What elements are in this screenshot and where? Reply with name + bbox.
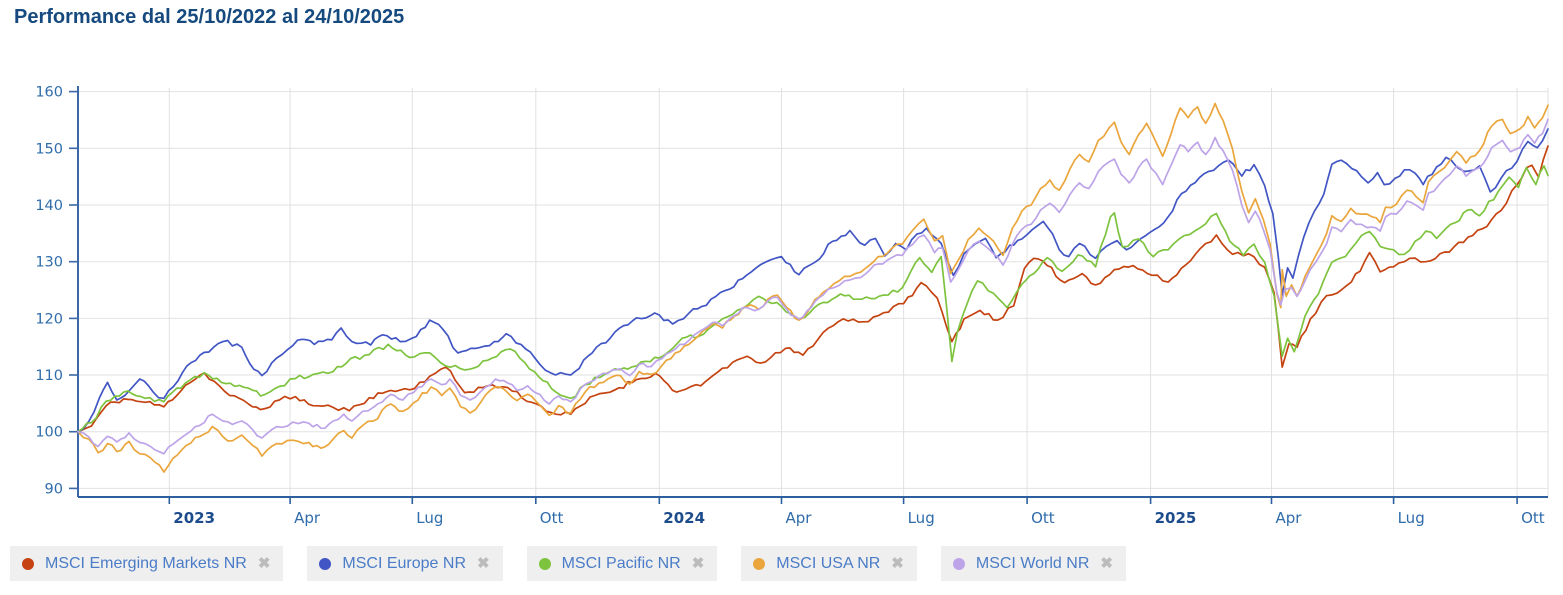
close-icon[interactable]: ✖: [257, 555, 271, 572]
legend-label: MSCI Europe NR: [342, 554, 466, 572]
x-tick-label: Lug: [908, 509, 935, 527]
close-icon[interactable]: ✖: [891, 555, 904, 572]
legend-item-msci-usa-nr[interactable]: MSCI USA NR ✖: [741, 546, 917, 581]
chart-area: 90 100 110 120 130 140 150 160 2023 Apr Lug Ott 2024…: [0, 0, 1563, 540]
x-tick-label: 2024: [663, 509, 705, 527]
legend-item-msci-pacific-nr[interactable]: MSCI Pacific NR ✖: [526, 546, 718, 581]
series-line-msci-emerging-markets-nr: [77, 145, 1549, 433]
series-color-dot: [753, 557, 766, 570]
x-tick-label: 2023: [173, 509, 215, 527]
x-axis-labels: 2023 Apr Lug Ott 2024 Apr Lug Ott 2025 Apr Lug Ott: [173, 509, 1544, 527]
series-color-dot: [22, 557, 34, 570]
legend-item-msci-emerging-markets-nr[interactable]: MSCI Emerging Markets NR ✖: [10, 546, 284, 581]
x-tick-label: Ott: [540, 509, 564, 527]
y-tick-label: 110: [35, 368, 63, 384]
legend-label: MSCI World NR: [975, 554, 1090, 572]
y-tick-label: 140: [35, 198, 63, 214]
legend: MSCI Emerging Markets NR ✖ MSCI Europe NR ✖…: [10, 546, 1126, 581]
x-tick-label: Ott: [1031, 509, 1055, 527]
x-tick-label: Ott: [1521, 509, 1545, 527]
axes: [69, 86, 1548, 504]
series-color-dot: [538, 557, 551, 570]
series-line-msci-pacific-nr: [77, 165, 1549, 433]
x-tick-label: Apr: [1276, 509, 1303, 527]
performance-chart[interactable]: 90 100 110 120 130 140 150 160 2023 Apr Lug Ott 2024…: [0, 0, 1563, 540]
y-tick-label: 150: [35, 141, 63, 157]
x-tick-label: 2025: [1155, 509, 1197, 527]
y-tick-label: 90: [45, 481, 63, 497]
x-tick-label: Apr: [294, 509, 321, 527]
close-icon[interactable]: ✖: [477, 555, 490, 572]
close-icon[interactable]: ✖: [691, 555, 705, 572]
y-tick-label: 160: [35, 85, 63, 101]
series-line-msci-usa-nr: [77, 102, 1549, 473]
series-line-msci-world-nr: [77, 118, 1549, 455]
y-axis-labels: 90 100 110 120 130 140 150 160: [35, 85, 63, 498]
x-tick-label: Apr: [786, 509, 813, 527]
y-tick-label: 120: [35, 311, 63, 327]
chart-title: Performance dal 25/10/2022 al 24/10/2025: [14, 6, 405, 28]
grid-lines: [78, 88, 1549, 497]
legend-item-msci-europe-nr[interactable]: MSCI Europe NR ✖: [307, 546, 503, 581]
legend-label: MSCI Emerging Markets NR: [45, 554, 247, 572]
y-tick-label: 130: [35, 255, 63, 271]
x-tick-label: Lug: [1398, 509, 1425, 527]
series-line-msci-europe-nr: [77, 128, 1549, 433]
close-icon[interactable]: ✖: [1100, 555, 1113, 572]
legend-label: MSCI Pacific NR: [561, 554, 681, 572]
legend-label: MSCI USA NR: [776, 554, 881, 572]
series-color-dot: [952, 557, 965, 570]
legend-item-msci-world-nr[interactable]: MSCI World NR ✖: [940, 546, 1126, 581]
x-tick-label: Lug: [416, 509, 443, 527]
series-color-dot: [319, 557, 332, 570]
y-tick-label: 100: [35, 425, 63, 441]
